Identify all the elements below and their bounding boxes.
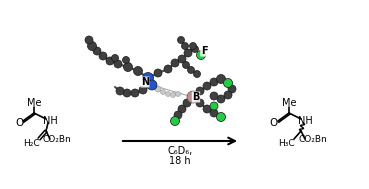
Circle shape [123,57,130,64]
Circle shape [171,59,179,67]
Text: NH: NH [43,116,57,126]
Circle shape [217,95,225,103]
Circle shape [155,86,161,92]
Text: B: B [192,92,200,102]
Circle shape [116,87,124,95]
Circle shape [196,99,204,107]
Circle shape [85,36,93,44]
Circle shape [170,116,179,125]
Circle shape [111,54,118,61]
Circle shape [210,102,218,110]
Circle shape [106,57,114,65]
Circle shape [142,73,154,84]
Circle shape [161,90,166,94]
Circle shape [177,36,184,43]
Text: H₂C: H₂C [23,139,39,147]
Circle shape [187,91,199,103]
Circle shape [210,92,218,100]
Circle shape [193,70,200,77]
Text: C₆D₆,: C₆D₆, [168,146,193,156]
Circle shape [99,52,107,60]
Circle shape [178,55,186,63]
Circle shape [178,105,186,113]
Circle shape [183,61,190,68]
Circle shape [210,109,218,117]
Circle shape [184,49,192,57]
Circle shape [93,47,101,55]
Circle shape [174,111,182,119]
Circle shape [224,78,232,88]
Text: N: N [141,77,149,87]
Text: O: O [15,118,23,128]
Circle shape [224,79,232,87]
Circle shape [197,50,206,60]
Text: F: F [201,46,207,56]
Circle shape [192,46,199,53]
Text: O: O [270,118,278,128]
Circle shape [187,67,194,74]
Circle shape [203,105,211,113]
Circle shape [176,91,180,97]
Circle shape [87,42,97,50]
Circle shape [182,43,189,50]
Circle shape [139,86,147,94]
Circle shape [217,113,225,121]
Circle shape [217,112,225,122]
Circle shape [224,91,232,99]
Circle shape [134,67,142,75]
Circle shape [123,89,131,97]
Text: 18 h: 18 h [169,156,191,166]
Circle shape [124,63,132,71]
Circle shape [228,85,236,93]
Circle shape [154,69,162,77]
Circle shape [190,43,197,50]
Circle shape [131,89,139,97]
Text: Me: Me [27,98,41,108]
Circle shape [147,80,157,90]
Text: CO₂Bn: CO₂Bn [43,135,71,143]
Text: CO₂Bn: CO₂Bn [299,135,327,143]
Text: NH: NH [298,116,313,126]
Circle shape [183,99,191,107]
Circle shape [170,92,176,98]
Circle shape [203,82,211,90]
Circle shape [166,91,170,97]
Circle shape [171,117,179,125]
Circle shape [217,74,225,84]
Circle shape [164,65,172,73]
Circle shape [196,87,204,95]
Circle shape [210,78,218,86]
Text: Me: Me [282,98,296,108]
Circle shape [114,60,122,68]
Text: H₃C: H₃C [278,139,294,147]
